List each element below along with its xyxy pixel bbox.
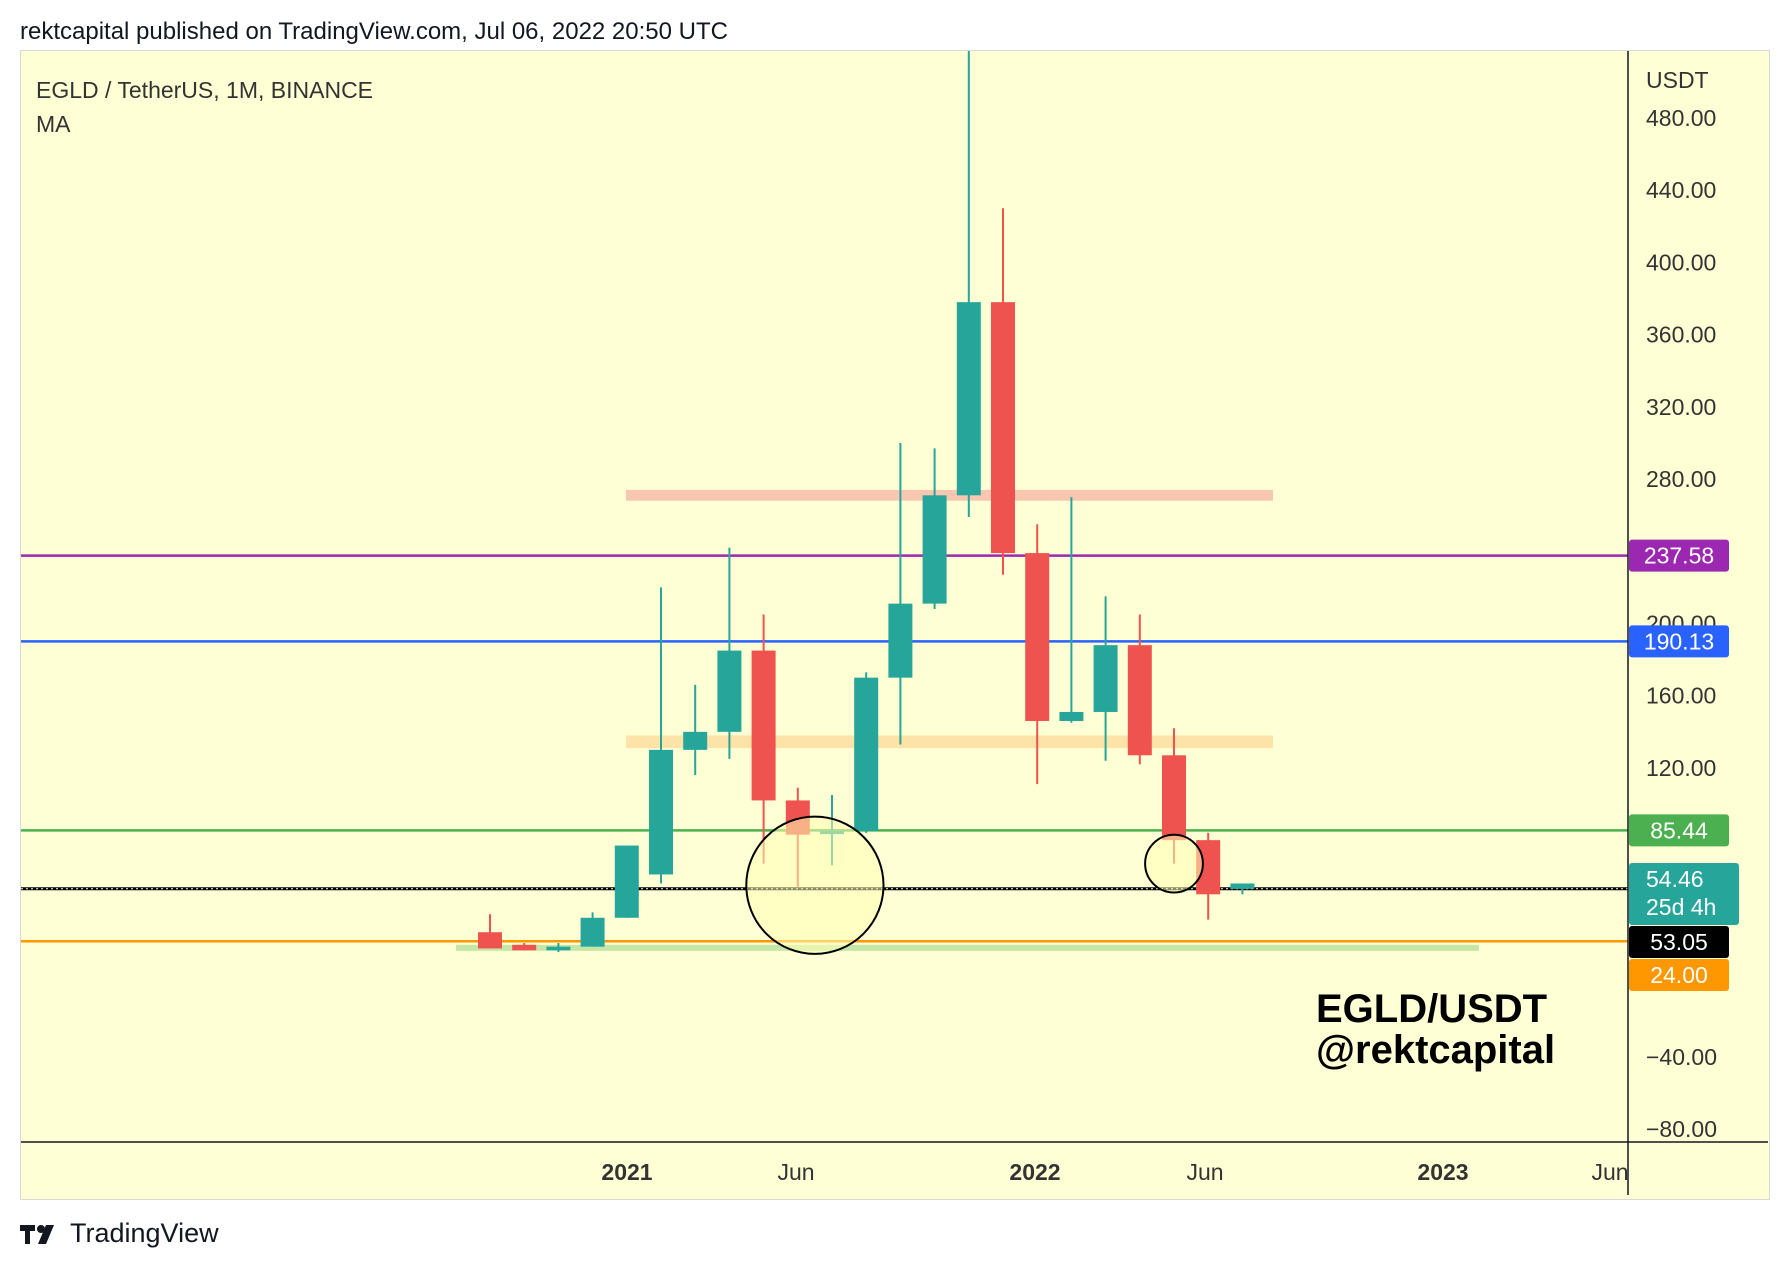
y-unit-label: USDT: [1646, 67, 1709, 93]
candle-body-15: [991, 302, 1015, 554]
x-tick-label-5: Jun: [1591, 1159, 1628, 1185]
y-tick-label-8: 120.00: [1646, 755, 1716, 781]
price-tag-text-24.00: 24.00: [1650, 962, 1708, 988]
tradingview-brand[interactable]: TradingView: [70, 1218, 219, 1248]
candle-body-4: [614, 845, 639, 918]
chart-title: EGLD / TetherUS, 1M, BINANCE: [36, 77, 373, 103]
price-tag-text-85.44: 85.44: [1650, 817, 1708, 843]
price-tag-text-190.13: 190.13: [1644, 628, 1714, 654]
candle-body-1: [512, 944, 537, 951]
candle-body-19: [1127, 645, 1152, 756]
candle-body-6: [683, 731, 708, 750]
x-tick-label-0: 2021: [601, 1159, 652, 1185]
candle-body-14: [956, 302, 981, 496]
candle-body-8: [751, 650, 776, 801]
x-tick-label-2: 2022: [1009, 1159, 1060, 1185]
footer: TradingView: [20, 1218, 219, 1249]
price-tag-237.58: [1629, 539, 1729, 572]
highlight-circle-1: [1144, 833, 1204, 894]
y-tick-label-7: 160.00: [1646, 683, 1716, 709]
price-tag-text-53.05: 53.05: [1650, 929, 1708, 955]
current-price-value: 54.46: [1646, 866, 1704, 892]
candle-body-0: [478, 932, 502, 949]
x-tick-label-1: Jun: [777, 1159, 814, 1185]
candle-body-17: [1059, 711, 1084, 721]
candle-body-16: [1025, 553, 1050, 721]
tradingview-logo-icon[interactable]: [20, 1222, 60, 1246]
y-tick-label-3: 360.00: [1646, 322, 1716, 348]
y-tick-label-2: 400.00: [1646, 249, 1716, 275]
price-tag-24.00: [1629, 959, 1729, 991]
zone-0: [626, 489, 1273, 501]
price-tag-85.44: [1629, 814, 1729, 847]
candle-body-11: [854, 677, 879, 832]
candle-body-13: [922, 495, 947, 604]
indicator-label: MA: [36, 111, 71, 137]
price-tag-190.13: [1629, 625, 1729, 658]
price-tag-53.05: [1629, 926, 1729, 958]
current-price-countdown: 25d 4h: [1646, 894, 1716, 920]
x-tick-label-3: Jun: [1186, 1159, 1223, 1185]
candle-body-5: [649, 749, 673, 875]
plot-area: [21, 51, 1628, 955]
zone-2: [456, 944, 1479, 951]
zone-1: [626, 735, 1273, 749]
current-price-tag: [1629, 863, 1739, 925]
publish-info: rektcapital published on TradingView.com…: [20, 18, 728, 45]
y-tick-label-0: 480.00: [1646, 105, 1716, 131]
price-tag-text-237.58: 237.58: [1644, 543, 1714, 569]
candle-body-3: [580, 917, 605, 947]
y-tick-label-4: 320.00: [1646, 394, 1716, 420]
candle-body-2: [546, 946, 571, 951]
highlight-circle-0: [745, 815, 885, 955]
y-tick-label-9: −40.00: [1646, 1044, 1717, 1070]
candle-body-12: [888, 603, 913, 678]
y-tick-label-1: 440.00: [1646, 177, 1716, 203]
y-tick-label-5: 280.00: [1646, 466, 1716, 492]
annotation-pair: EGLD/USDT: [1316, 987, 1547, 1031]
annotation-handle: @rektcapital: [1316, 1028, 1555, 1072]
x-tick-label-4: 2023: [1417, 1159, 1468, 1185]
candle-body-22: [1230, 883, 1255, 889]
candle-body-7: [717, 650, 742, 732]
candle-body-18: [1093, 645, 1118, 712]
y-tick-label-10: −80.00: [1646, 1116, 1717, 1142]
candle-body-20: [1162, 755, 1186, 841]
